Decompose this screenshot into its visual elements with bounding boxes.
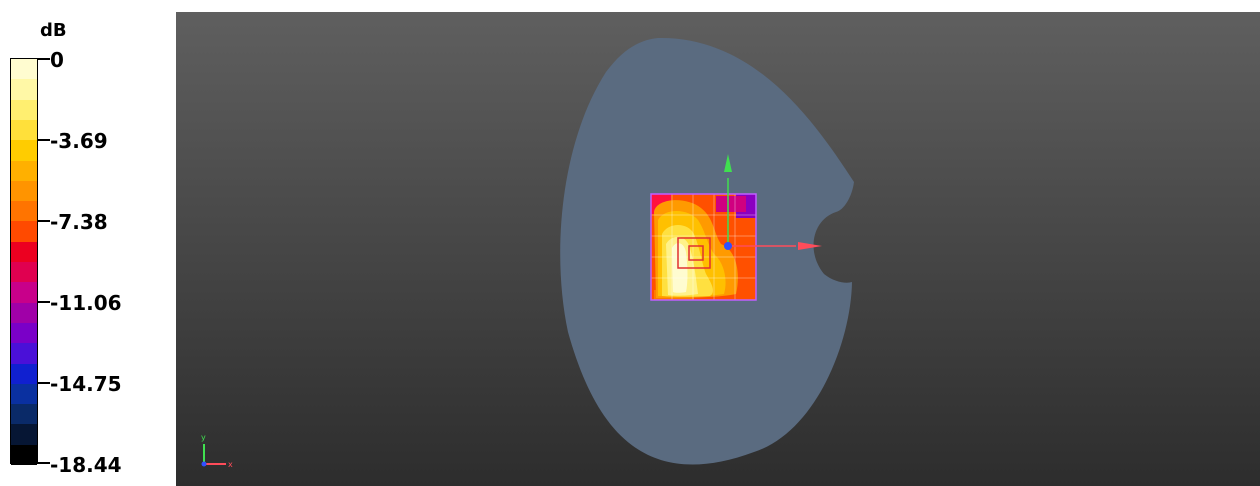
legend-color-segment xyxy=(11,262,37,283)
axis-x-label: x xyxy=(228,460,233,469)
legend-tick xyxy=(38,382,50,384)
legend-tick xyxy=(38,139,50,141)
legend-tick-label: -7.38 xyxy=(50,210,108,234)
legend-tick xyxy=(38,301,50,303)
legend-tick-label: -14.75 xyxy=(50,372,122,396)
legend-tick-label: -11.06 xyxy=(50,291,122,315)
legend-color-segment xyxy=(11,363,37,385)
legend-color-segment xyxy=(11,322,37,344)
legend-color-segment xyxy=(11,59,37,80)
legend-color-segment xyxy=(11,99,37,121)
legend-color-segment xyxy=(11,201,37,222)
legend-tick xyxy=(38,220,50,222)
legend-color-segment xyxy=(11,140,37,161)
legend-color-segment xyxy=(11,383,37,405)
legend-tick xyxy=(38,58,50,60)
legend-color-segment xyxy=(11,404,37,425)
color-legend: dB 0 -3.69 -7.38 -11.06 -14.75 -18.44 xyxy=(0,0,176,486)
legend-color-segment xyxy=(11,444,37,466)
legend-tick-label: -18.44 xyxy=(50,453,122,477)
legend-tick-label: 0 xyxy=(50,48,64,72)
legend-color-segment xyxy=(11,282,37,304)
sar-heatmap xyxy=(650,193,757,301)
axis-y-label: y xyxy=(201,433,206,442)
legend-tick xyxy=(38,462,50,464)
legend-color-segment xyxy=(11,221,37,243)
legend-color-segment xyxy=(11,180,37,202)
legend-color-segment xyxy=(11,241,37,263)
legend-unit-label: dB xyxy=(40,20,67,41)
legend-tick-label: -3.69 xyxy=(50,129,108,153)
legend-color-segment xyxy=(11,343,37,364)
scene-canvas[interactable]: y x xyxy=(176,12,1260,486)
axis-triad-icon: y x xyxy=(201,433,233,469)
legend-color-segment xyxy=(11,302,37,324)
legend-color-segment xyxy=(11,160,37,182)
legend-color-segment xyxy=(11,79,37,101)
probe-axes xyxy=(724,154,822,250)
legend-color-segment xyxy=(11,424,37,446)
legend-color-bar xyxy=(10,58,38,466)
legend-color-segment xyxy=(11,119,37,141)
3d-viewport[interactable]: y x xyxy=(176,12,1260,486)
